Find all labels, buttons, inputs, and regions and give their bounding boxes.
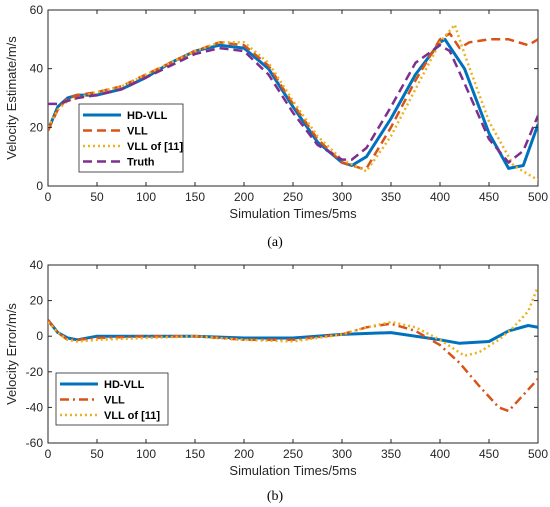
- x-tick-label-a-2: 100: [136, 190, 156, 204]
- x-tick-label-b-7: 350: [381, 447, 401, 461]
- panel-label-a: (a): [267, 235, 283, 250]
- ticks-b: 0 50 100 150 200 250 300 350 400 450 500 -60 -40 -20 0…: [26, 258, 549, 461]
- x-tick-label-a-6: 300: [332, 190, 352, 204]
- x-tick-label-a-7: 350: [381, 190, 401, 204]
- x-tick-label-a-9: 450: [479, 190, 499, 204]
- y-tick-label-a-2: 40: [30, 62, 44, 76]
- x-tick-label-b-8: 400: [430, 447, 450, 461]
- x-tick-label-b-6: 300: [332, 447, 352, 461]
- x-tick-label-b-5: 250: [283, 447, 303, 461]
- y-axis-label-b: Velocity Error/m/s: [4, 303, 19, 405]
- y-axis-label-a: Velocity Estimate/m/s: [4, 36, 19, 160]
- legend-a: HD-VLL VLL VLL of [11] Truth: [78, 103, 184, 173]
- x-tick-label-b-1: 50: [90, 447, 104, 461]
- y-tick-label-a-1: 20: [30, 120, 44, 134]
- y-tick-label-b-0: -60: [26, 436, 44, 450]
- legend-b: HD-VLL VLL VLL of [11]: [55, 372, 169, 426]
- x-tick-label-b-2: 100: [136, 447, 156, 461]
- y-tick-label-b-3: 0: [36, 329, 43, 343]
- x-tick-label-b-3: 150: [185, 447, 205, 461]
- x-tick-label-a-1: 50: [90, 190, 104, 204]
- series-layer-b: [48, 285, 538, 413]
- x-tick-label-a-10: 500: [528, 190, 548, 204]
- x-tick-label-b-9: 450: [479, 447, 499, 461]
- legend-label-a-4: Truth: [127, 157, 155, 169]
- y-tick-label-b-4: 20: [30, 294, 44, 308]
- series-line-b-2: [48, 319, 538, 413]
- panel-a: 0 50 100 150 200 250 300 350 400 450 500 0 20 40 60 Si…: [4, 3, 548, 250]
- y-tick-label-b-1: -40: [26, 400, 44, 414]
- panel-b: 0 50 100 150 200 250 300 350 400 450 500 -60 -40 -20 0…: [4, 258, 548, 504]
- x-tick-label-a-0: 0: [45, 190, 52, 204]
- y-tick-label-a-3: 60: [30, 3, 44, 17]
- x-tick-label-a-3: 150: [185, 190, 205, 204]
- series-line-b-1: [48, 319, 538, 345]
- x-tick-label-a-5: 250: [283, 190, 303, 204]
- series-line-a-2: [48, 32, 538, 170]
- panel-label-b: (b): [267, 489, 284, 504]
- x-tick-label-b-4: 200: [234, 447, 254, 461]
- x-tick-label-a-8: 400: [430, 190, 450, 204]
- ticks-a: 0 50 100 150 200 250 300 350 400 450 500 0 20 40 60: [30, 3, 549, 204]
- legend-label-b-3: VLL of [11]: [104, 410, 160, 422]
- x-tick-label-b-0: 0: [45, 447, 52, 461]
- y-tick-label-b-2: -20: [26, 365, 44, 379]
- legend-label-a-3: VLL of [11]: [127, 141, 183, 153]
- y-tick-label-a-0: 0: [36, 179, 43, 193]
- legend-label-a-2: VLL: [127, 126, 148, 138]
- series-line-a-1: [48, 37, 538, 170]
- legend-label-a-1: HD-VLL: [127, 110, 168, 122]
- x-tick-label-b-10: 500: [528, 447, 548, 461]
- series-line-a-4: [48, 43, 538, 164]
- y-tick-label-b-5: 40: [30, 258, 44, 272]
- legend-label-b-2: VLL: [104, 395, 125, 407]
- legend-label-b-1: HD-VLL: [104, 379, 145, 391]
- series-layer-a: [48, 23, 538, 182]
- x-axis-label-b: Simulation Times/5ms: [229, 463, 357, 478]
- x-tick-label-a-4: 200: [234, 190, 254, 204]
- x-axis-label-a: Simulation Times/5ms: [229, 206, 357, 221]
